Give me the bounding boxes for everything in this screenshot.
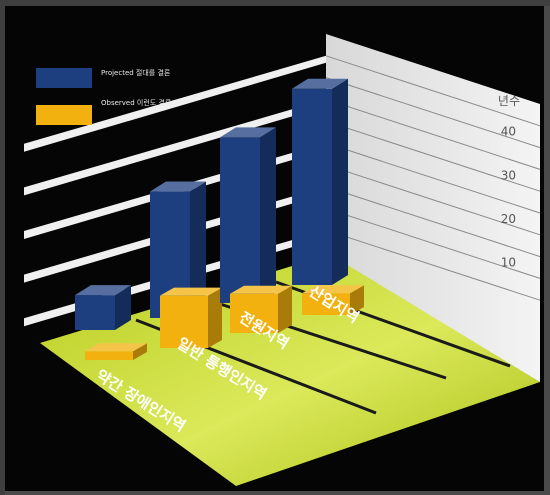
frame-top-edge: [0, 0, 550, 6]
bars: [75, 78, 364, 360]
wall-gridline: [325, 77, 541, 149]
tick-label: 20: [501, 212, 516, 226]
tick-label: 40: [501, 125, 516, 139]
frame-left-edge: [0, 0, 5, 495]
tick-label: 10: [501, 256, 516, 270]
left-gridline: [24, 99, 326, 196]
bar-projected: [220, 127, 276, 303]
bar-projected: [75, 285, 131, 330]
wall-gridlines: [325, 55, 541, 301]
wall-gridline: [325, 142, 541, 214]
wall-gridline: [325, 55, 541, 127]
wall-gridline: [325, 120, 541, 192]
wall-gridline: [325, 207, 541, 279]
bar-projected: [292, 78, 348, 285]
wall-gridline: [325, 98, 541, 170]
legend-label-projected: Projected 절대를 결론: [101, 68, 171, 77]
bar-observed: [85, 343, 147, 360]
wall-gridline: [325, 186, 541, 258]
legend-label-observed: Observed 이런도 결론: [101, 98, 172, 107]
legend-swatch-observed: [36, 105, 92, 125]
legend-item-projected: Projected 절대를 결론: [36, 68, 171, 88]
bar-observed: [160, 287, 222, 348]
bar-observed: [230, 285, 292, 333]
bar-observed: [302, 285, 364, 315]
legend: Projected 절대를 결론 Observed 이런도 결론: [36, 68, 172, 125]
legend-item-observed: Observed 이런도 결론: [36, 98, 172, 125]
legend-swatch-projected: [36, 68, 92, 88]
tick-label: 30: [501, 168, 516, 182]
wall-gridline: [325, 229, 541, 301]
left-gridline: [24, 55, 326, 152]
tick-labels: 10 20 30 40: [501, 125, 516, 270]
axis-unit-label: 년수: [498, 94, 520, 108]
chart-back-wall: [326, 34, 540, 382]
wall-gridline: [325, 164, 541, 236]
